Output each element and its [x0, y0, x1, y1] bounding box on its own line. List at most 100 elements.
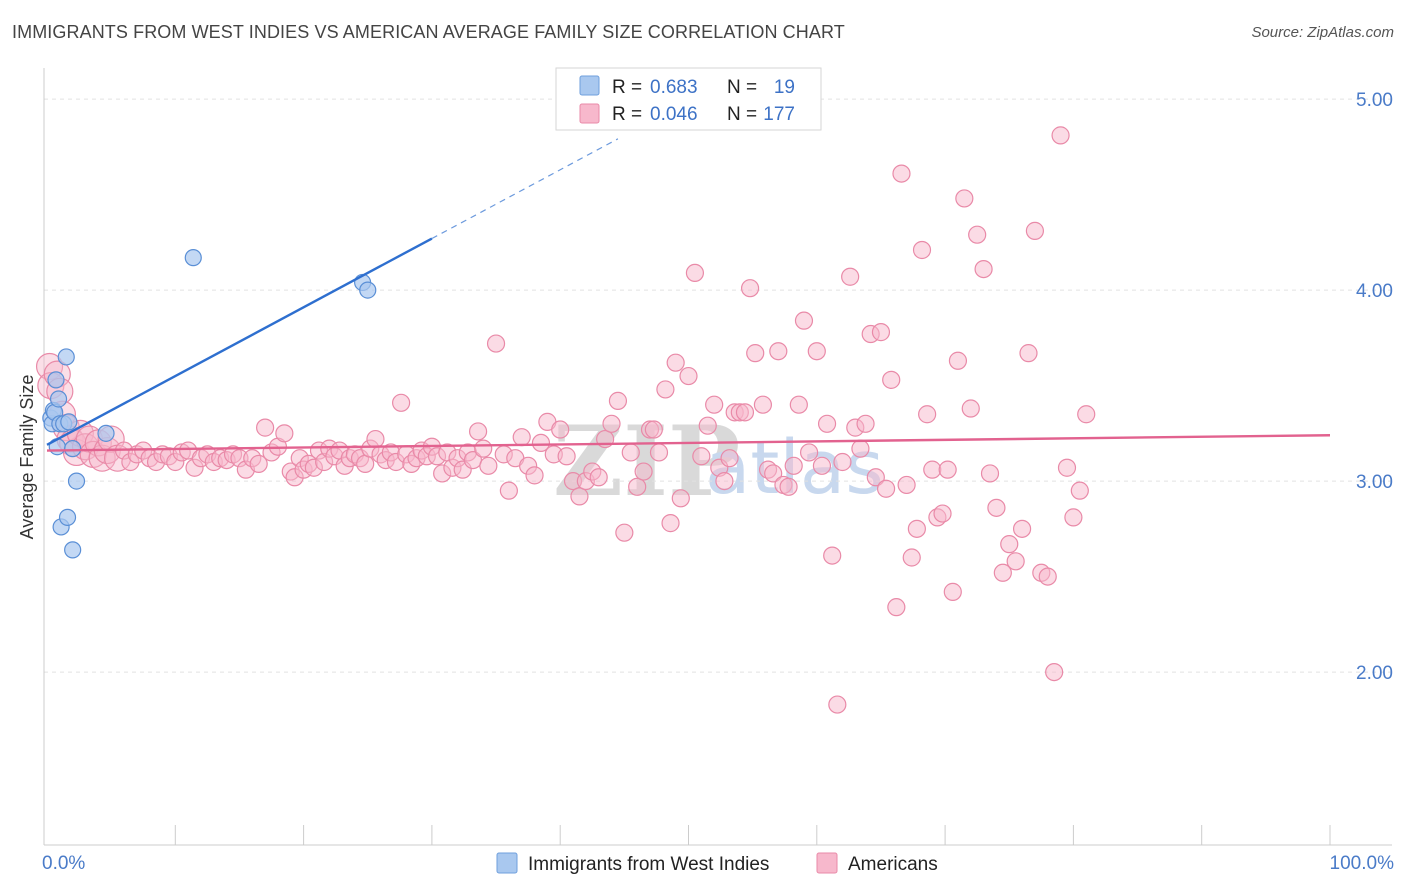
americans-point [812, 456, 832, 475]
americans-point [499, 481, 518, 500]
americans-point [856, 414, 875, 433]
americans-point [479, 456, 498, 475]
americans-point [1057, 458, 1077, 477]
americans-point [974, 259, 993, 279]
legend-n-label-americans: N = [727, 104, 757, 125]
americans-point [943, 582, 962, 601]
americans-point [525, 466, 544, 485]
americans-point [649, 443, 669, 462]
americans-point [685, 263, 705, 283]
bottom-legend-label-americans: Americans [848, 854, 938, 875]
americans-point [1006, 552, 1025, 571]
trend-lines [46, 138, 1331, 452]
legend-box [555, 67, 822, 131]
americans-point [876, 479, 896, 498]
grid-lines [44, 98, 1392, 673]
americans-point [621, 443, 640, 462]
legend-swatch-americans [579, 103, 600, 124]
americans-point [871, 323, 891, 342]
americans-point [807, 342, 826, 361]
americans-point [789, 395, 808, 414]
west-indies-point [64, 440, 82, 458]
bottom-legend-label-west-indies: Immigrants from West Indies [528, 854, 769, 875]
americans-point [628, 477, 647, 496]
americans-point [948, 351, 968, 370]
americans-point [794, 311, 814, 330]
americans-point [740, 279, 760, 298]
legend-r-value-west-indies: 0.683 [650, 77, 698, 98]
west-indies-point [58, 508, 77, 526]
legend-n-label-west-indies: N = [727, 77, 757, 98]
americans-point [1077, 405, 1096, 424]
americans-point [851, 439, 870, 458]
americans-point [892, 164, 911, 183]
americans-point [779, 477, 798, 496]
y-tick-labels: 2.00 3.00 4.00 5.00 [1356, 90, 1393, 684]
americans-trend-line [46, 434, 1331, 452]
americans-point [833, 452, 852, 472]
americans-point [1045, 662, 1064, 682]
americans-point [671, 489, 690, 508]
americans-point [698, 416, 717, 435]
americans-point [1064, 508, 1083, 527]
y-tick-label: 3.00 [1356, 472, 1393, 493]
americans-point [828, 695, 847, 714]
americans-point [735, 403, 755, 422]
series-legend: Immigrants from West Indies Americans [496, 852, 938, 875]
americans-point [769, 342, 788, 361]
americans-point [993, 563, 1012, 582]
chart-source: Source: ZipAtlas.com [1251, 24, 1394, 41]
americans-point [933, 504, 952, 523]
legend-n-value-americans: 177 [763, 104, 795, 125]
y-tick-label: 5.00 [1356, 90, 1393, 111]
americans-point [705, 395, 724, 414]
west-indies-point [359, 281, 377, 299]
x-tick-label: 0.0% [42, 853, 85, 874]
americans-point [746, 344, 765, 363]
americans-point [366, 429, 385, 449]
americans-point [887, 598, 906, 617]
americans-point [679, 366, 698, 386]
americans-point [720, 449, 739, 468]
americans-point [817, 414, 837, 433]
americans-point [249, 454, 268, 474]
americans-point [615, 523, 634, 542]
americans-point [551, 420, 570, 439]
americans-point [938, 460, 957, 479]
west-indies-point [184, 249, 202, 267]
americans-point [980, 464, 1000, 483]
americans-point [897, 475, 916, 495]
legend-swatch-west-indies [579, 75, 600, 96]
americans-point [468, 422, 488, 441]
legend-n-value-west-indies: 19 [774, 77, 795, 98]
y-axis-title: Average Family Size [17, 375, 37, 540]
west-indies-point [60, 413, 78, 431]
americans-point [256, 418, 275, 437]
americans-point [608, 391, 628, 410]
legend-r-label-americans: R = [612, 104, 642, 125]
americans-point [1038, 567, 1057, 586]
axes [43, 68, 1392, 846]
americans-point [392, 393, 411, 412]
americans-point [602, 414, 621, 433]
americans-point [918, 405, 937, 424]
americans-point [692, 447, 711, 466]
americans-point [961, 399, 980, 418]
legend-r-value-americans: 0.046 [650, 104, 698, 125]
americans-point [823, 546, 842, 565]
americans-point [1051, 126, 1070, 145]
americans-point [666, 353, 685, 372]
west-indies-trend-extension [431, 138, 619, 240]
americans-point [356, 454, 375, 474]
y-tick-label: 2.00 [1356, 663, 1393, 684]
americans-point [570, 487, 589, 506]
americans-point [531, 433, 551, 452]
americans-point [800, 443, 819, 462]
americans-point [753, 395, 773, 414]
west-indies-point [64, 541, 82, 559]
west-indies-point [49, 390, 68, 408]
americans-point [987, 498, 1006, 517]
x-tick-label: 100.0% [1330, 853, 1395, 874]
correlation-legend: R = 0.683 N = 19 R = 0.046 N = 177 [555, 67, 822, 131]
